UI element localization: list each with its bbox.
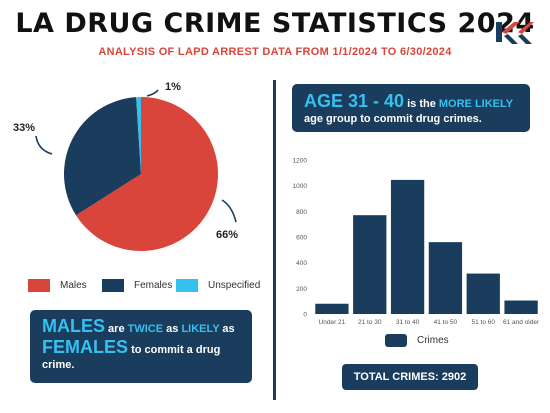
- page-title: LA DRUG CRIME STATISTICS 2024: [15, 8, 535, 39]
- y-tick-label: 1200: [293, 158, 308, 165]
- y-tick-label: 200: [296, 286, 307, 293]
- x-tick-label: 31 to 40: [396, 319, 420, 326]
- legend-item-females: Females: [102, 279, 172, 292]
- callout-females: FEMALES: [42, 337, 129, 358]
- x-tick-label: Under 21: [319, 319, 346, 326]
- callout-age-range: AGE 31 - 40: [304, 91, 405, 111]
- legend-label-unspecified: Unspecified: [208, 280, 261, 291]
- pie-arrow-females: [35, 135, 53, 155]
- callout-twice: TWICE: [127, 323, 164, 335]
- bar-under-21: [315, 303, 349, 314]
- callout-males: MALES: [42, 316, 105, 336]
- callout-more-likely: MORE LIKELY: [438, 98, 514, 110]
- bar-31-to-40: [390, 179, 425, 314]
- pie-slice-males: [75, 97, 218, 252]
- pie-slice-unspecified: [136, 97, 141, 174]
- bar-51-to-60: [466, 273, 500, 314]
- y-tick-label: 0: [303, 312, 307, 319]
- pie-arrow-males: [221, 199, 237, 223]
- legend-swatch-females: [102, 279, 124, 292]
- page-subtitle: ANALYSIS OF LAPD ARREST DATA FROM 1/1/20…: [98, 46, 452, 58]
- pie-slice-females: [63, 97, 141, 216]
- callout-text: as: [163, 323, 182, 335]
- y-tick-label: 1000: [293, 183, 308, 190]
- x-tick-label: 61 and older: [503, 319, 540, 326]
- callout-text: are: [105, 323, 128, 335]
- legend-label-females: Females: [134, 280, 173, 291]
- x-tick-label: 41 to 50: [434, 319, 458, 326]
- pie-label-males: 66%: [216, 229, 239, 241]
- legend-label-crimes: Crimes: [417, 335, 449, 346]
- legend-swatch-males: [28, 279, 50, 292]
- x-tick-label: 21 to 30: [358, 319, 382, 326]
- pie-legend: Males Females Unspecified: [0, 279, 272, 293]
- bar-21-to-30: [353, 215, 387, 314]
- gender-pie-chart: [35, 89, 237, 252]
- brand-logo-icon: [496, 22, 534, 44]
- bar-41-to-50: [428, 242, 463, 314]
- pie-label-unspecified: 1%: [165, 81, 181, 93]
- legend-item-unspecified: Unspecified: [176, 279, 260, 292]
- legend-swatch-crimes: [385, 334, 407, 347]
- y-tick-label: 600: [296, 235, 307, 242]
- section-divider: [273, 80, 276, 400]
- callout-text: to commit a drug: [128, 344, 221, 357]
- pie-label-females: 33%: [13, 122, 36, 134]
- age-callout: AGE 31 - 40 is the MORE LIKELY age group…: [292, 84, 530, 132]
- callout-text: crime.: [42, 358, 75, 371]
- y-tick-label: 400: [296, 260, 307, 267]
- total-crimes-badge: TOTAL CRIMES: 2902: [342, 364, 478, 390]
- pie-arrow-unspecified: [146, 89, 159, 97]
- legend-item-males: Males: [28, 279, 87, 292]
- legend-label-males: Males: [60, 280, 87, 291]
- gender-callout: MALES are TWICE as LIKELY as FEMALES to …: [30, 310, 252, 383]
- bar-61-and-older: [504, 300, 538, 314]
- bar-legend: Crimes: [385, 334, 449, 347]
- y-tick-label: 800: [296, 209, 307, 216]
- legend-swatch-unspecified: [176, 279, 198, 292]
- x-tick-label: 51 to 60: [472, 319, 496, 326]
- callout-text: is the: [404, 98, 439, 110]
- age-bar-chart: 0 200 400 600 800 1000 1200 Under 21 21 to 30 31 …: [293, 158, 540, 327]
- callout-text: age group to commit drug crimes.: [304, 112, 482, 125]
- callout-likely: LIKELY: [181, 323, 220, 335]
- callout-text: as: [219, 323, 235, 335]
